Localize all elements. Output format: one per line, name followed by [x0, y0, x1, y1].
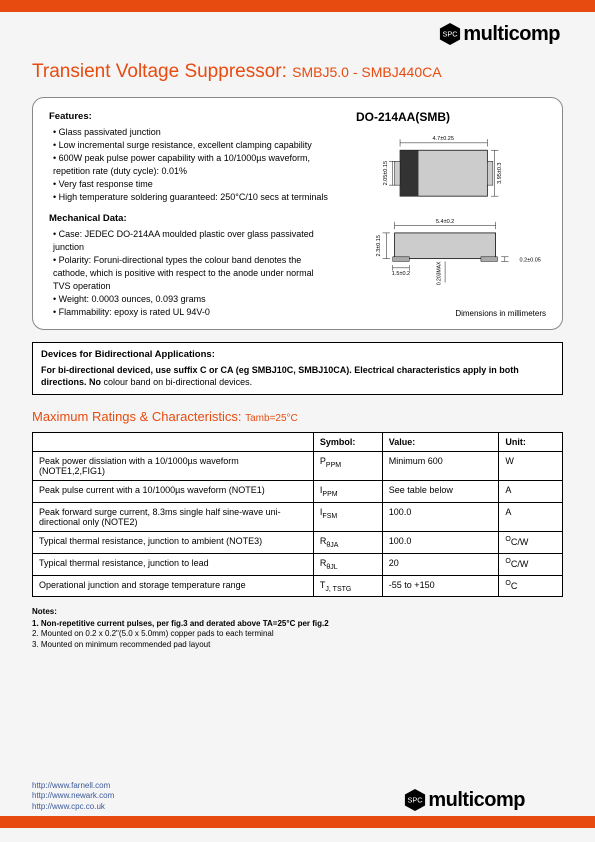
table-row: Peak power dissiation with a 10/1000µs w… [33, 452, 563, 481]
package-label: DO-214AA(SMB) [356, 110, 546, 124]
footer-link[interactable]: http://www.cpc.co.uk [32, 802, 114, 812]
cell-unit: A [499, 503, 563, 532]
cell-symbol: RθJL [313, 553, 382, 575]
note-item: 2. Mounted on 0.2 x 0.2"(5.0 x 5.0mm) co… [32, 629, 563, 639]
svg-text:5.4±0.2: 5.4±0.2 [436, 219, 454, 225]
brand-text: multicomp [428, 789, 525, 812]
brand-text: multicomp [463, 23, 560, 46]
mech-heading: Mechanical Data: [49, 212, 328, 226]
header-bar [0, 0, 595, 12]
cell-desc: Operational junction and storage tempera… [33, 575, 314, 597]
cell-value: See table below [382, 481, 499, 503]
features-box: Features: Glass passivated junctionLow i… [32, 97, 563, 330]
footer-link[interactable]: http://www.farnell.com [32, 781, 114, 791]
svg-text:1.5±0.2: 1.5±0.2 [392, 271, 410, 277]
svg-text:SPC: SPC [443, 30, 459, 39]
header-logo: SPC multicomp [0, 12, 595, 61]
svg-text:SPC: SPC [408, 796, 424, 805]
table-row: Typical thermal resistance, junction to … [33, 553, 563, 575]
bidir-heading: Devices for Bidirectional Applications: [41, 349, 554, 362]
mechanical-item: Polarity: Foruni-directional types the c… [53, 254, 328, 293]
mechanical-item: Flammability: epoxy is rated UL 94V-0 [53, 306, 328, 319]
note-item: 3. Mounted on minimum recommended pad la… [32, 640, 563, 650]
mechanical-list: Case: JEDEC DO-214AA moulded plastic ove… [53, 228, 328, 319]
cell-desc: Peak pulse current with a 10/1000µs wave… [33, 481, 314, 503]
table-header-row: Symbol:Value:Unit: [33, 433, 563, 452]
notes-section: Notes: 1. Non-repetitive current pulses,… [32, 607, 563, 650]
mechanical-item: Case: JEDEC DO-214AA moulded plastic ove… [53, 228, 328, 254]
table-header [33, 433, 314, 452]
cell-value: 20 [382, 553, 499, 575]
feature-item: 600W peak pulse power capability with a … [53, 152, 328, 178]
title-main: Transient Voltage Suppressor: [32, 61, 287, 82]
feature-item: High temperature soldering guaranteed: 2… [53, 191, 328, 204]
features-left: Features: Glass passivated junctionLow i… [49, 110, 328, 319]
bidirectional-box: Devices for Bidirectional Applications: … [32, 342, 563, 395]
footer-logo: SPC multicomp [404, 780, 560, 812]
svg-text:3.95±0.3: 3.95±0.3 [497, 163, 503, 184]
content-area: Transient Voltage Suppressor: SMBJ5.0 - … [0, 61, 595, 650]
ratings-title-note: Tamb=25°C [245, 413, 298, 424]
cell-desc: Peak power dissiation with a 10/1000µs w… [33, 452, 314, 481]
cell-desc: Typical thermal resistance, junction to … [33, 532, 314, 554]
page-title: Transient Voltage Suppressor: SMBJ5.0 - … [32, 61, 563, 83]
table-row: Peak forward surge current, 8.3ms single… [33, 503, 563, 532]
ratings-table: Symbol:Value:Unit: Peak power dissiation… [32, 432, 563, 597]
title-sub: SMBJ5.0 - SMBJ440CA [292, 64, 441, 80]
table-header: Unit: [499, 433, 563, 452]
feature-item: Low incremental surge resistance, excell… [53, 139, 328, 152]
hex-icon: SPC [404, 788, 426, 812]
svg-text:2.3±0.15: 2.3±0.15 [376, 235, 382, 256]
svg-text:2.05±0.15: 2.05±0.15 [383, 161, 389, 185]
notes-heading: Notes: [32, 607, 563, 617]
dimensions-note: Dimensions in millimeters [346, 309, 546, 318]
footer-bar [0, 816, 595, 828]
cell-value: 100.0 [382, 532, 499, 554]
features-right: DO-214AA(SMB) 4.7±0.25 2.05±0.15 [346, 110, 546, 319]
cell-value: Minimum 600 [382, 452, 499, 481]
cell-symbol: PPPM [313, 452, 382, 481]
footer-link[interactable]: http://www.newark.com [32, 791, 114, 801]
cell-unit: OC/W [499, 532, 563, 554]
ratings-title-text: Maximum Ratings & Characteristics: [32, 409, 242, 424]
table-row: Typical thermal resistance, junction to … [33, 532, 563, 554]
cell-value: 100.0 [382, 503, 499, 532]
table-header: Symbol: [313, 433, 382, 452]
mechanical-item: Weight: 0.0003 ounces, 0.093 grams [53, 293, 328, 306]
cell-desc: Peak forward surge current, 8.3ms single… [33, 503, 314, 532]
svg-text:0.2±0.05: 0.2±0.05 [520, 257, 541, 263]
cell-symbol: TJ, TSTG [313, 575, 382, 597]
features-heading: Features: [49, 110, 328, 124]
hex-icon: SPC [439, 22, 461, 46]
footer-links: http://www.farnell.comhttp://www.newark.… [0, 781, 114, 812]
cell-unit: OC/W [499, 553, 563, 575]
cell-symbol: RθJA [313, 532, 382, 554]
feature-item: Very fast response time [53, 178, 328, 191]
table-row: Peak pulse current with a 10/1000µs wave… [33, 481, 563, 503]
table-header: Value: [382, 433, 499, 452]
cell-symbol: IFSM [313, 503, 382, 532]
cell-desc: Typical thermal resistance, junction to … [33, 553, 314, 575]
feature-item: Glass passivated junction [53, 126, 328, 139]
cell-unit: W [499, 452, 563, 481]
cell-value: -55 to +150 [382, 575, 499, 597]
cell-unit: OC [499, 575, 563, 597]
svg-text:4.7±0.25: 4.7±0.25 [433, 136, 454, 142]
bidir-text-rest: colour band on bi-directional devices. [104, 377, 253, 387]
table-row: Operational junction and storage tempera… [33, 575, 563, 597]
note-item: 1. Non-repetitive current pulses, per fi… [32, 619, 563, 629]
ratings-title: Maximum Ratings & Characteristics: Tamb=… [32, 409, 563, 424]
cell-symbol: IPPM [313, 481, 382, 503]
cell-unit: A [499, 481, 563, 503]
svg-text:0.203MAX: 0.203MAX [436, 261, 442, 285]
package-diagram: 4.7±0.25 2.05±0.15 3.95±0.3 [346, 130, 546, 300]
features-list: Glass passivated junctionLow incremental… [53, 126, 328, 204]
footer: http://www.farnell.comhttp://www.newark.… [0, 780, 595, 828]
